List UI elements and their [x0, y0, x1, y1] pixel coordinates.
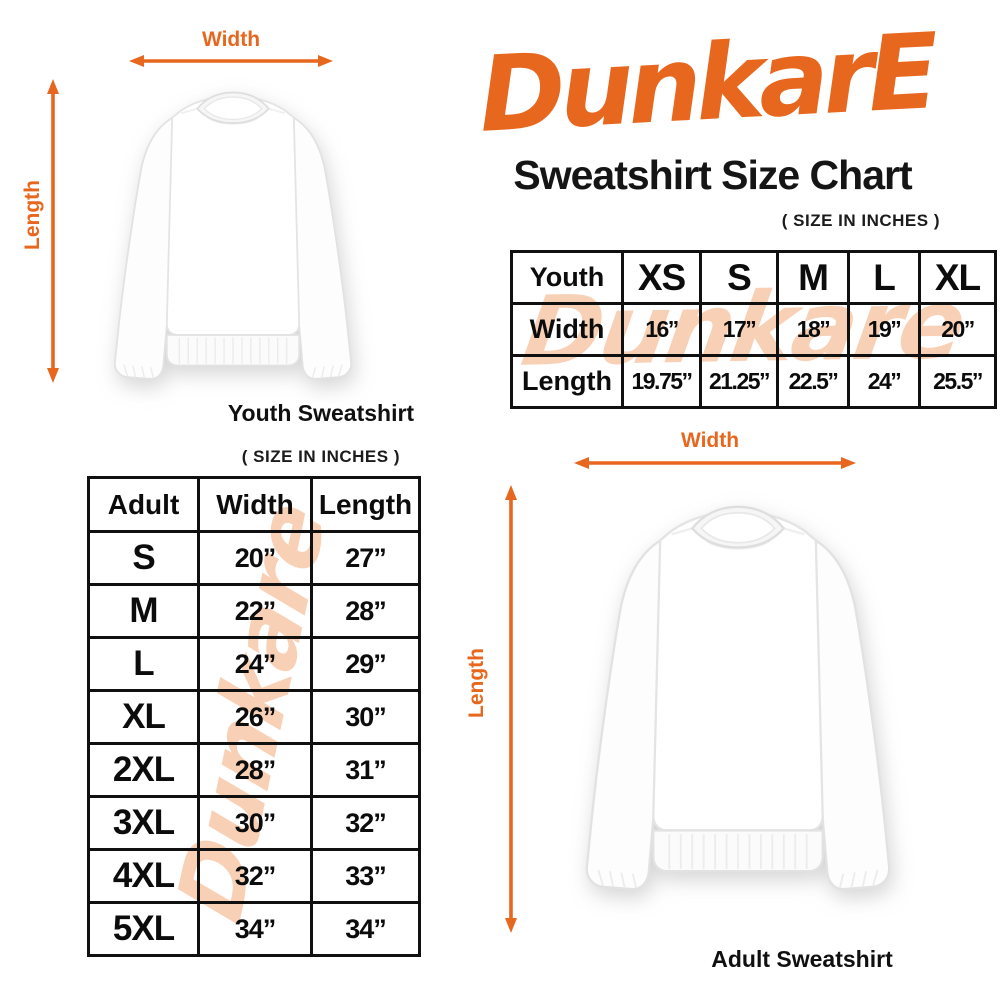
- adult-row-2xl: 2XL 28” 31”: [87, 742, 421, 798]
- youth-length-row-label: Length: [510, 354, 624, 409]
- youth-width-row-label: Width: [510, 302, 624, 357]
- size-units-note-adult: ( SIZE IN INCHES ): [241, 447, 400, 466]
- adult-sweatshirt-image: [585, 505, 891, 891]
- youth-length-label: Length: [21, 180, 44, 250]
- adult-width-m: 22”: [197, 583, 313, 639]
- youth-sweatshirt-image: [113, 91, 353, 380]
- youth-length-l: 24”: [847, 354, 921, 409]
- youth-size-table: Youth XS S M L XL Width 16” 17” 18” 19” …: [510, 250, 997, 409]
- youth-size-header-m: M: [776, 250, 850, 305]
- youth-width-xs: 16”: [621, 302, 702, 357]
- youth-size-header-l: L: [847, 250, 921, 305]
- adult-size-s: S: [87, 530, 200, 586]
- youth-table-corner-cell: Youth: [510, 250, 624, 305]
- size-units-note-top: ( SIZE IN INCHES ): [781, 211, 940, 230]
- youth-length-xs: 19.75”: [621, 354, 702, 409]
- adult-length-arrow: [505, 485, 517, 933]
- adult-row-l: L 24” 29”: [87, 636, 421, 692]
- youth-width-m: 18”: [776, 302, 850, 357]
- adult-length-label: Length: [465, 648, 488, 718]
- youth-width-xl: 20”: [918, 302, 997, 357]
- adult-table-corner-cell: Adult: [87, 476, 200, 533]
- adult-row-xl: XL 26” 30”: [87, 689, 421, 745]
- adult-row-3xl: 3XL 30” 32”: [87, 795, 421, 851]
- adult-row-4xl: 4XL 32” 33”: [87, 848, 421, 904]
- page-title: Sweatshirt Size Chart: [513, 152, 912, 198]
- adult-size-2xl: 2XL: [87, 742, 200, 798]
- adult-length-header-cell: Length: [310, 476, 421, 533]
- youth-size-header-xs: XS: [621, 250, 702, 305]
- youth-width-arrow: [129, 55, 333, 67]
- youth-caption: Youth Sweatshirt: [227, 400, 415, 426]
- adult-size-l: L: [87, 636, 200, 692]
- adult-size-xl: XL: [87, 689, 200, 745]
- adult-width-s: 20”: [197, 530, 313, 586]
- adult-width-header-cell: Width: [197, 476, 313, 533]
- adult-size-5xl: 5XL: [87, 901, 200, 957]
- adult-size-table: Adult Width Length S 20” 27” M 22” 28” L…: [87, 476, 421, 957]
- adult-length-m: 28”: [310, 583, 421, 639]
- youth-width-row: Width 16” 17” 18” 19” 20”: [510, 302, 997, 357]
- adult-row-s: S 20” 27”: [87, 530, 421, 586]
- adult-caption: Adult Sweatshirt: [711, 946, 893, 972]
- brand-logo: DunkarE: [476, 9, 936, 156]
- adult-width-2xl: 28”: [197, 742, 313, 798]
- youth-length-arrow: [47, 79, 59, 383]
- adult-row-5xl: 5XL 34” 34”: [87, 901, 421, 957]
- adult-length-l: 29”: [310, 636, 421, 692]
- youth-table-header-row: Youth XS S M L XL: [510, 250, 997, 305]
- adult-length-3xl: 32”: [310, 795, 421, 851]
- adult-length-2xl: 31”: [310, 742, 421, 798]
- youth-size-header-s: S: [699, 250, 779, 305]
- adult-width-3xl: 30”: [197, 795, 313, 851]
- adult-length-5xl: 34”: [310, 901, 421, 957]
- youth-length-xl: 25.5”: [918, 354, 997, 409]
- youth-length-s: 21.25”: [699, 354, 779, 409]
- youth-width-s: 17”: [699, 302, 779, 357]
- youth-length-row: Length 19.75” 21.25” 22.5” 24” 25.5”: [510, 354, 997, 409]
- adult-row-m: M 22” 28”: [87, 583, 421, 639]
- adult-width-l: 24”: [197, 636, 313, 692]
- adult-size-4xl: 4XL: [87, 848, 200, 904]
- adult-width-xl: 26”: [197, 689, 313, 745]
- adult-length-4xl: 33”: [310, 848, 421, 904]
- youth-width-label: Width: [201, 28, 261, 51]
- adult-width-4xl: 32”: [197, 848, 313, 904]
- youth-length-m: 22.5”: [776, 354, 850, 409]
- youth-size-header-xl: XL: [918, 250, 997, 305]
- adult-length-s: 27”: [310, 530, 421, 586]
- adult-width-arrow: [574, 457, 856, 469]
- adult-table-header-row: Adult Width Length: [87, 476, 421, 533]
- adult-size-m: M: [87, 583, 200, 639]
- youth-width-l: 19”: [847, 302, 921, 357]
- adult-size-3xl: 3XL: [87, 795, 200, 851]
- adult-width-5xl: 34”: [197, 901, 313, 957]
- adult-width-label: Width: [680, 429, 740, 452]
- adult-length-xl: 30”: [310, 689, 421, 745]
